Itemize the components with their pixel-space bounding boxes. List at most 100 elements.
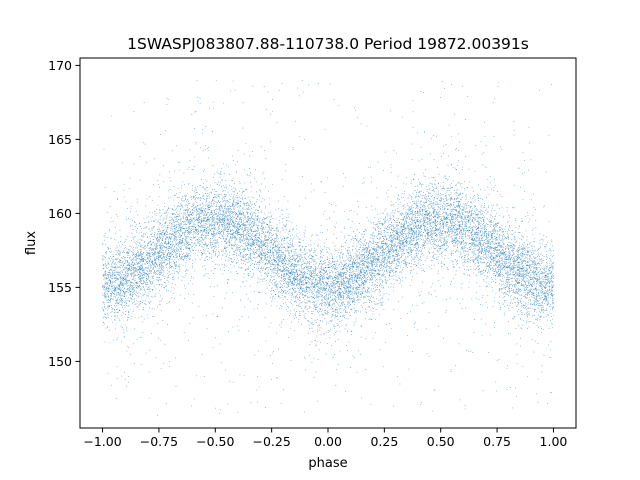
data-point [223,163,224,165]
data-point [535,309,536,310]
data-point [186,246,188,247]
data-point [452,231,453,232]
data-point [261,201,263,203]
data-point [225,243,227,245]
data-point [454,231,456,233]
data-point [213,273,215,274]
data-point [262,243,264,245]
data-point [195,209,197,211]
data-point [509,226,510,227]
data-point [278,258,280,260]
data-point [262,221,264,223]
data-point [279,324,281,326]
data-point [386,192,387,194]
data-point [234,164,236,166]
data-point [266,253,268,255]
data-point [169,223,170,225]
data-point [395,263,397,264]
data-point [290,303,292,304]
data-point [298,284,300,285]
data-point [474,244,475,245]
data-point [277,286,279,288]
data-point [209,213,210,215]
data-point [482,214,484,216]
data-point [361,243,363,244]
data-point [339,272,341,273]
data-point [371,235,373,236]
data-point [439,224,441,225]
data-point [279,266,281,267]
data-point [454,233,455,235]
data-point [491,234,493,235]
data-point [389,260,390,262]
data-point [466,226,467,228]
data-point [516,363,518,365]
data-point [247,268,248,270]
data-point [410,249,411,251]
data-point [470,206,472,207]
data-point [451,223,453,225]
data-point [183,259,184,261]
data-point [275,270,277,271]
data-point [464,226,465,227]
data-point [179,213,181,215]
data-point [417,253,419,255]
data-point [523,253,525,255]
data-point [211,234,213,236]
data-point [141,253,142,255]
data-point [415,231,417,233]
data-point [268,267,270,268]
data-point [542,278,544,280]
data-point [543,311,545,313]
data-point [462,212,464,214]
data-point [384,252,386,254]
data-point [423,301,425,303]
data-point [159,300,161,302]
data-point [243,262,244,264]
data-point [261,146,262,148]
data-point [411,143,413,145]
data-point [175,214,177,216]
data-point [370,242,372,244]
data-point [104,288,106,290]
data-point [148,275,149,277]
data-point [121,341,123,343]
data-point [385,247,386,249]
data-point [249,254,251,256]
data-point [426,239,427,241]
data-point [533,303,535,305]
data-point [463,217,465,219]
data-point [302,282,304,284]
data-point [499,208,500,209]
data-point [130,206,132,207]
data-point [321,299,323,301]
data-point [482,233,483,235]
data-point [252,233,254,234]
data-point [491,235,492,237]
data-point [300,242,301,243]
data-point [104,296,106,298]
data-point [265,217,267,219]
data-point [355,288,357,289]
data-point [234,191,236,193]
data-point [517,281,519,282]
data-point [162,219,164,220]
data-point [373,268,374,270]
data-point [429,204,430,205]
data-point [465,255,466,257]
data-point [396,268,397,270]
data-point [278,296,280,298]
data-point [110,256,111,257]
data-point [439,227,441,228]
data-point [538,292,539,294]
data-point [420,264,421,266]
data-point [416,305,418,306]
data-point [257,220,258,222]
data-point [182,243,184,245]
data-point [514,241,516,243]
data-point [190,280,191,282]
data-point [159,236,161,238]
data-point [121,283,123,284]
data-point [263,245,264,247]
